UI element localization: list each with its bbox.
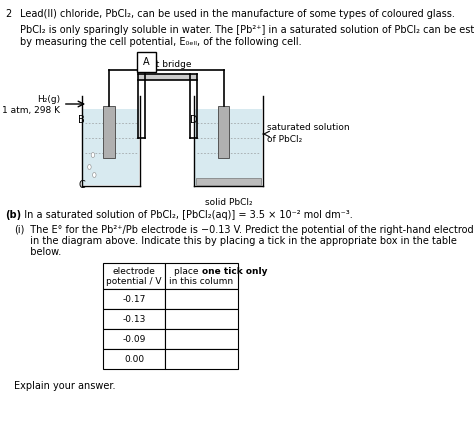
Circle shape xyxy=(91,152,95,158)
Text: below.: below. xyxy=(25,247,62,257)
Bar xyxy=(103,289,165,309)
Bar xyxy=(103,263,165,289)
Text: place: place xyxy=(174,267,201,276)
Bar xyxy=(165,263,238,289)
Text: solid PbCl₂: solid PbCl₂ xyxy=(205,198,252,207)
Text: Explain your answer.: Explain your answer. xyxy=(14,381,116,391)
Circle shape xyxy=(92,172,96,178)
Text: saturated solution: saturated solution xyxy=(267,124,349,133)
Text: In a saturated solution of PbCl₂, [PbCl₂(aq)] = 3.5 × 10⁻² mol dm⁻³.: In a saturated solution of PbCl₂, [PbCl₂… xyxy=(18,210,353,220)
Bar xyxy=(103,309,165,329)
Bar xyxy=(165,289,238,309)
Text: (b): (b) xyxy=(6,210,22,220)
Bar xyxy=(103,329,165,349)
Text: -0.13: -0.13 xyxy=(122,314,146,324)
Text: A: A xyxy=(144,57,150,67)
Bar xyxy=(103,106,115,158)
Bar xyxy=(103,349,165,369)
Text: 0.00: 0.00 xyxy=(124,355,144,363)
Text: 1 atm, 298 K: 1 atm, 298 K xyxy=(2,105,60,114)
Bar xyxy=(218,106,229,158)
Text: -0.17: -0.17 xyxy=(122,295,146,304)
Text: The E° for the Pb²⁺/Pb electrode is −0.13 V. Predict the potential of the right-: The E° for the Pb²⁺/Pb electrode is −0.1… xyxy=(25,225,474,235)
Text: salt bridge: salt bridge xyxy=(144,60,192,69)
Text: in this column: in this column xyxy=(170,277,234,286)
Text: D: D xyxy=(190,115,198,125)
Text: B: B xyxy=(78,115,85,125)
Bar xyxy=(165,329,238,349)
Text: by measuring the cell potential, E₀ₑₗₗ, of the following cell.: by measuring the cell potential, E₀ₑₗₗ, … xyxy=(19,37,301,47)
Bar xyxy=(195,109,262,185)
Text: 2: 2 xyxy=(6,9,12,19)
Text: potential / V: potential / V xyxy=(106,277,162,286)
Bar xyxy=(137,52,156,72)
Bar xyxy=(138,74,197,80)
Text: (i): (i) xyxy=(14,225,24,235)
Bar xyxy=(196,178,261,185)
Text: electrode: electrode xyxy=(113,267,155,276)
Text: -0.09: -0.09 xyxy=(122,334,146,343)
Text: C: C xyxy=(78,180,85,190)
Bar xyxy=(83,109,139,185)
Text: of PbCl₂: of PbCl₂ xyxy=(267,134,302,143)
Bar xyxy=(165,309,238,329)
Circle shape xyxy=(88,165,91,169)
Text: one tick only: one tick only xyxy=(201,267,267,276)
Bar xyxy=(165,349,238,369)
Text: H₂(g): H₂(g) xyxy=(37,95,60,104)
Text: in the diagram above. Indicate this by placing a tick in the appropriate box in : in the diagram above. Indicate this by p… xyxy=(25,236,457,246)
Text: Lead(II) chloride, PbCl₂, can be used in the manufacture of some types of colour: Lead(II) chloride, PbCl₂, can be used in… xyxy=(19,9,455,19)
Text: PbCl₂ is only sparingly soluble in water. The [Pb²⁺] in a saturated solution of : PbCl₂ is only sparingly soluble in water… xyxy=(19,25,474,35)
